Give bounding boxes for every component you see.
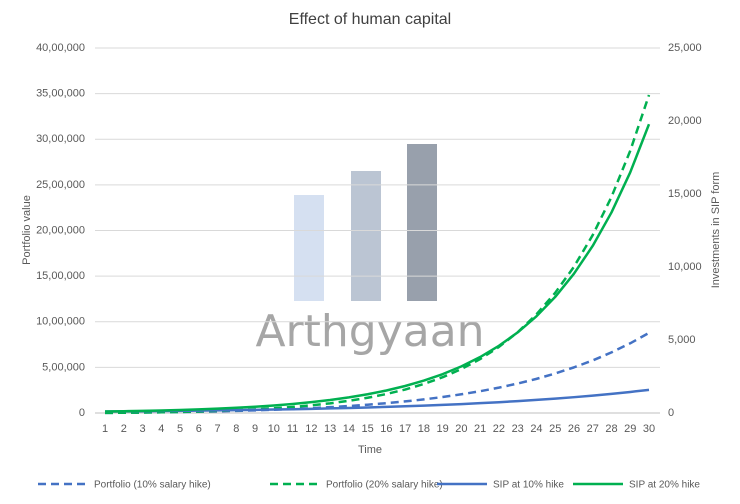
y-tick-label: 15,00,000 — [36, 270, 85, 282]
y-tick-label: 40,00,000 — [36, 42, 85, 54]
x-tick-label: 29 — [624, 423, 636, 435]
y-tick-label: 35,00,000 — [36, 88, 85, 100]
x-tick-label: 26 — [568, 423, 580, 435]
x-tick-label: 25 — [549, 423, 561, 435]
x-tick-label: 12 — [305, 423, 317, 435]
y-tick-label: 30,00,000 — [36, 133, 85, 145]
chart-title: Effect of human capital — [289, 11, 451, 28]
x-tick-label: 22 — [493, 423, 505, 435]
line-series — [104, 123, 651, 413]
x-tick-label: 4 — [158, 423, 164, 435]
y-axis-title: Portfolio value — [21, 195, 33, 265]
watermark: Arthgyaan — [255, 306, 484, 357]
x-tick-label: 9 — [252, 423, 258, 435]
y2-tick-label: 20,000 — [668, 115, 702, 127]
x-tick-label: 14 — [343, 423, 355, 435]
x-tick-label: 17 — [399, 423, 411, 435]
legend-label: SIP at 10% hike — [493, 480, 564, 491]
x-tick-label: 6 — [196, 423, 202, 435]
x-tick-label: 1 — [102, 423, 108, 435]
x-tick-label: 10 — [268, 423, 280, 435]
y-tick-label: 10,00,000 — [36, 316, 85, 328]
y2-tick-label: 5,000 — [668, 334, 696, 346]
x-axis-title: Time — [358, 444, 382, 456]
y-tick-label: 5,00,000 — [42, 361, 85, 373]
legend-label: SIP at 20% hike — [629, 480, 700, 491]
watermark-logo — [294, 144, 437, 301]
x-tick-label: 7 — [214, 423, 220, 435]
x-tick-label: 21 — [474, 423, 486, 435]
y-tick-label: 25,00,000 — [36, 179, 85, 191]
x-tick-label: 23 — [512, 423, 524, 435]
x-tick-label: 8 — [233, 423, 239, 435]
x-tick-label: 20 — [455, 423, 467, 435]
x-tick-label: 27 — [587, 423, 599, 435]
x-tick-label: 2 — [121, 423, 127, 435]
y-tick-label: 20,00,000 — [36, 224, 85, 236]
y2-tick-label: 0 — [668, 407, 674, 419]
legend-label: Portfolio (10% salary hike) — [94, 480, 211, 491]
x-tick-label: 16 — [380, 423, 392, 435]
x-tick-label: 5 — [177, 423, 183, 435]
x-tick-label: 19 — [437, 423, 449, 435]
x-tick-label: 3 — [139, 423, 145, 435]
x-tick-label: 13 — [324, 423, 336, 435]
y2-tick-label: 15,000 — [668, 188, 702, 200]
x-tick-label: 24 — [530, 423, 542, 435]
x-tick-label: 11 — [287, 423, 298, 435]
x-tick-label: 15 — [361, 423, 373, 435]
x-tick-label: 30 — [643, 423, 655, 435]
y-tick-label: 0 — [79, 407, 85, 419]
y2-tick-label: 10,000 — [668, 261, 702, 273]
line-series — [104, 94, 651, 415]
y2-axis-title: Investments in SIP form — [710, 172, 722, 289]
line-series — [104, 331, 650, 415]
x-tick-label: 18 — [418, 423, 430, 435]
y2-tick-label: 25,000 — [668, 42, 702, 54]
legend-label: Portfolio (20% salary hike) — [326, 480, 443, 491]
x-tick-label: 28 — [605, 423, 617, 435]
